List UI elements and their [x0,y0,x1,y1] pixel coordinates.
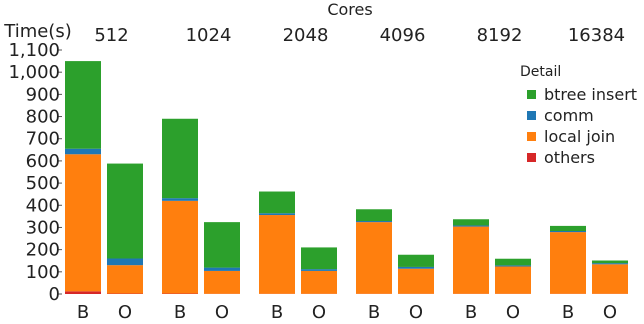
bar-segment-local-join [204,270,240,294]
bar-segment-btree-insert [495,258,531,266]
x-tick-label: O [312,302,326,323]
y-tick-label: 400 [26,195,60,216]
bar-segment-local-join [162,200,198,294]
bar-segment-btree-insert [259,191,295,214]
bar-segment-btree-insert [592,260,628,264]
legend-item: comm [520,105,637,126]
legend-label: comm [544,106,594,125]
bar-segment-comm [65,148,101,155]
legend-swatch [527,90,536,99]
bar-segment-comm [301,269,337,271]
x-tick-label: B [77,302,89,323]
bar-segment-btree-insert [356,209,392,222]
bar-segment-local-join [550,232,586,294]
x-tick-label: O [409,302,423,323]
bar-segment-comm [259,213,295,216]
y-tick-label: 100 [26,262,60,283]
bar-segment-btree-insert [162,118,198,199]
bar-segment-comm [398,266,434,269]
legend-swatch [527,111,536,120]
legend-title: Detail [520,64,562,80]
bar-segment-btree-insert [204,222,240,268]
x-tick-label: B [368,302,380,323]
legend-item: others [520,147,637,168]
bar-segment-comm [356,221,392,223]
bar-segment-local-join [495,266,531,294]
legend: Detail btree insert comm local join others [520,64,637,168]
facet-label: 4096 [380,25,426,46]
y-tick-label: 500 [26,173,60,194]
facet-label: 1024 [186,25,232,46]
legend-label: others [544,148,595,167]
bar-segment-comm [204,267,240,271]
facet-labels: 512 1024 2048 4096 8192 16384 [94,25,625,46]
bar-segment-comm [592,263,628,265]
bar-segment-comm [495,265,531,267]
y-tick-label: 700 [26,129,60,150]
y-axis-title: Time(s) [3,21,71,42]
legend-label: local join [544,127,616,146]
x-tick-label: B [465,302,477,323]
bar-segment-btree-insert [301,247,337,270]
bar-segment-comm [162,198,198,201]
x-tick-label: B [271,302,283,323]
bar-segment-local-join [356,222,392,294]
bar-segment-btree-insert [107,163,143,259]
bar-segment-comm [550,231,586,233]
legend-swatch [527,153,536,162]
bar-segment-btree-insert [453,219,489,226]
y-tick-label: 200 [26,240,60,261]
x-tick-label: O [506,302,520,323]
bar-segment-local-join [301,270,337,294]
facet-title: Cores [327,0,372,19]
bar-segment-btree-insert [550,225,586,232]
facet-label: 16384 [568,25,625,46]
legend-item: btree insert [520,84,637,105]
x-tick-label: O [118,302,132,323]
legend-items: btree insert comm local join others [520,84,637,168]
bar-segment-local-join [592,264,628,294]
bar-segment-local-join [259,215,295,294]
x-tick-label: O [603,302,617,323]
legend-label: btree insert [544,85,638,104]
legend-swatch [527,132,536,141]
legend-item: local join [520,126,637,147]
y-tick-label: 900 [26,84,60,105]
y-tick-label: 1,100 [8,40,60,61]
y-tick-label: 0 [49,284,60,305]
x-tick-label: O [215,302,229,323]
y-tick-label: 1,000 [8,62,60,83]
bar-segment-comm [453,225,489,227]
bar-segment-btree-insert [398,254,434,267]
y-tick-label: 800 [26,107,60,128]
bar-segment-local-join [453,226,489,294]
bar-segment-btree-insert [65,61,101,149]
bar-segment-local-join [65,154,101,292]
facet-label: 8192 [477,25,523,46]
x-tick-label: B [174,302,186,323]
bar-segment-local-join [107,265,143,294]
y-tick-label: 600 [26,151,60,172]
y-tick-label: 300 [26,217,60,238]
facet-label: 512 [94,25,128,46]
bar-segment-comm [107,258,143,266]
bars [65,61,628,294]
facet-label: 2048 [283,25,329,46]
bar-segment-others [65,291,101,294]
x-tick-label: B [562,302,574,323]
bar-segment-local-join [398,268,434,294]
